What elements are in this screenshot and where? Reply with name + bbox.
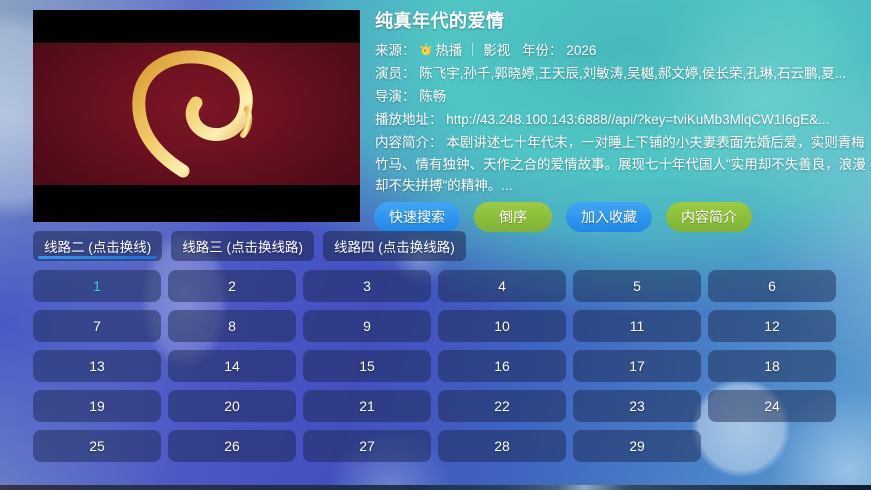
summary-paragraph: 内容简介： 本剧讲述七十年代末，一对睡上下铺的小夫妻表面先婚后爱，实则青梅竹马、…: [375, 132, 867, 197]
source-line: 来源： 热播 ｜ 影视 年份： 2026: [375, 39, 867, 62]
summary-label: 内容简介：: [375, 135, 443, 150]
action-button-reverse-order[interactable]: 倒序: [474, 202, 552, 232]
episode-button-4[interactable]: 4: [438, 270, 566, 302]
summary-text: 本剧讲述七十年代末，一对睡上下铺的小夫妻表面先婚后爱，实则青梅竹马、情有独钟、天…: [375, 135, 866, 193]
year-value: 2026: [566, 43, 597, 58]
action-button-row: 快速搜索 倒序 加入收藏 内容简介: [374, 202, 752, 232]
episode-button-10[interactable]: 10: [438, 310, 566, 342]
video-frame: [33, 43, 360, 185]
source-label: 来源：: [375, 43, 416, 58]
video-player-preview[interactable]: [33, 10, 360, 222]
episode-button-7[interactable]: 7: [33, 310, 161, 342]
source-category: 影视: [483, 43, 511, 58]
episode-button-29[interactable]: 29: [573, 430, 701, 462]
episode-button-9[interactable]: 9: [303, 310, 431, 342]
director-label: 导演：: [375, 89, 416, 104]
line-tab-line-4[interactable]: 线路四 (点击换线路): [323, 231, 466, 261]
action-button-add-favorite[interactable]: 加入收藏: [566, 202, 652, 232]
episode-button-22[interactable]: 22: [438, 390, 566, 422]
episode-button-12[interactable]: 12: [708, 310, 836, 342]
episode-grid: 1 2 3 4 5 6 7 8 9 10 11 12 13 14 15 16 17 18 19 20 21 22 23 24 2…: [33, 270, 836, 462]
episode-button-19[interactable]: 19: [33, 390, 161, 422]
episode-button-20[interactable]: 20: [168, 390, 296, 422]
director-value: 陈畅: [419, 89, 447, 104]
play-url-value: http://43.248.100.143:6888//api/?key=tvi…: [446, 112, 830, 127]
director-line: 导演： 陈畅: [375, 85, 867, 108]
episode-button-21[interactable]: 21: [303, 390, 431, 422]
year-label: 年份：: [522, 43, 563, 58]
episode-button-5[interactable]: 5: [573, 270, 701, 302]
line-tab-line-3[interactable]: 线路三 (点击换线路): [171, 231, 314, 261]
source-divider: ｜: [466, 43, 480, 58]
episode-button-14[interactable]: 14: [168, 350, 296, 382]
episode-button-23[interactable]: 23: [573, 390, 701, 422]
episode-button-28[interactable]: 28: [438, 430, 566, 462]
episode-button-16[interactable]: 16: [438, 350, 566, 382]
play-url-label: 播放地址：: [375, 112, 443, 127]
episode-button-11[interactable]: 11: [573, 310, 701, 342]
episode-button-26[interactable]: 26: [168, 430, 296, 462]
line-tab-line-2[interactable]: 线路二 (点击换线): [33, 231, 163, 261]
media-title: 纯真年代的爱情: [375, 11, 505, 31]
line-tab-row: 线路二 (点击换线) 线路三 (点击换线路) 线路四 (点击换线路): [33, 231, 466, 261]
hot-source-icon: [420, 43, 432, 56]
episode-button-2[interactable]: 2: [168, 270, 296, 302]
episode-button-3[interactable]: 3: [303, 270, 431, 302]
episode-button-13[interactable]: 13: [33, 350, 161, 382]
bottom-edge-strip: [0, 485, 871, 490]
play-url-line: 播放地址： http://43.248.100.143:6888//api/?k…: [375, 108, 867, 131]
actors-line: 演员： 陈飞宇,孙千,郭晓婷,王天辰,刘敏涛,吴樾,郝文婷,侯长荣,孔琳,石云鹏…: [375, 62, 867, 85]
episode-button-25[interactable]: 25: [33, 430, 161, 462]
episode-button-27[interactable]: 27: [303, 430, 431, 462]
actors-label: 演员：: [375, 66, 416, 81]
episode-button-8[interactable]: 8: [168, 310, 296, 342]
episode-button-24[interactable]: 24: [708, 390, 836, 422]
episode-button-15[interactable]: 15: [303, 350, 431, 382]
actors-value: 陈飞宇,孙千,郭晓婷,王天辰,刘敏涛,吴樾,郝文婷,侯长荣,孔琳,石云鹏,夏..…: [419, 66, 847, 81]
action-button-quick-search[interactable]: 快速搜索: [374, 202, 460, 232]
episode-button-18[interactable]: 18: [708, 350, 836, 382]
episode-button-17[interactable]: 17: [573, 350, 701, 382]
media-info-panel: 纯真年代的爱情 来源： 热播 ｜ 影视 年份： 2026 演员： 陈飞宇,孙千,…: [375, 10, 867, 197]
action-button-content-summary[interactable]: 内容简介: [666, 202, 752, 232]
source-name: 热播: [435, 43, 463, 58]
gold-swirl-logo-icon: [132, 50, 253, 178]
episode-button-1[interactable]: 1: [33, 270, 161, 302]
episode-button-6[interactable]: 6: [708, 270, 836, 302]
